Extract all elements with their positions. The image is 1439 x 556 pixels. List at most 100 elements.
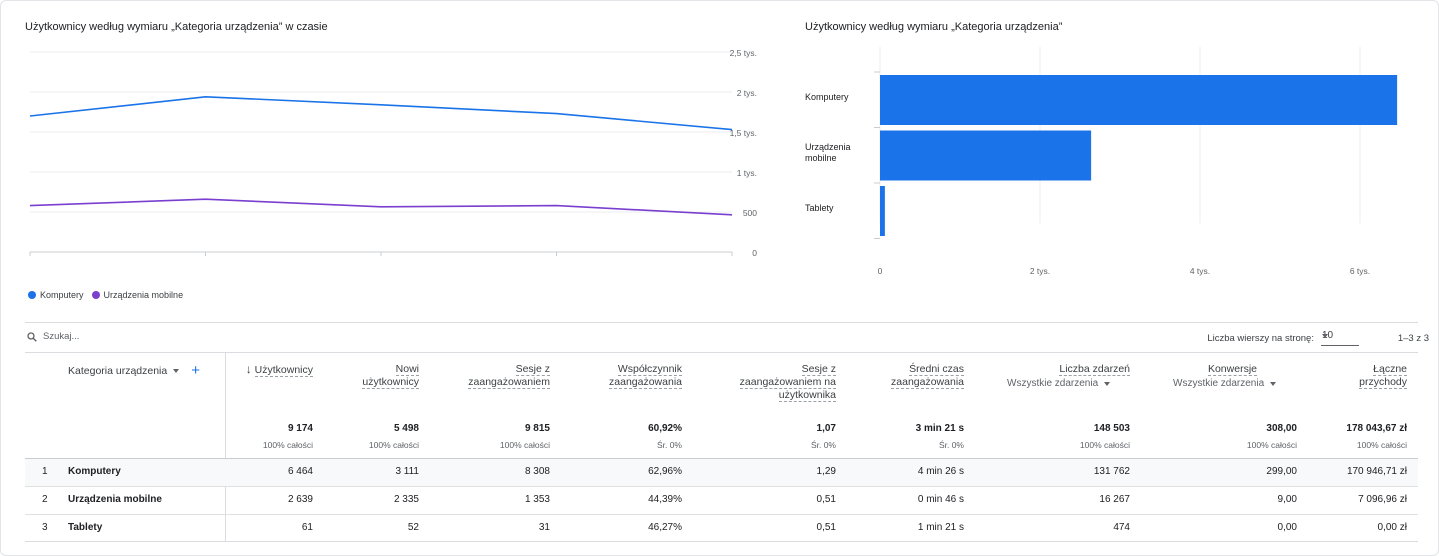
table-row[interactable]: 3 Tablety 61 52 31 46,27% 0,51 1 min 21 s 474 0,0… [25, 514, 1418, 542]
chevron-down-icon [1322, 334, 1328, 338]
column-total-share: Śr. 0% [810, 440, 836, 450]
x-tick-label: 2 tys. [1030, 266, 1050, 276]
col-header-label: Konwersje [1207, 363, 1257, 376]
column-total: 178 043,67 zł [1346, 423, 1407, 434]
metric-cell: 2 639 [287, 494, 313, 505]
col-header-konwersje[interactable]: Konwersje [1207, 363, 1257, 376]
metric-cell: 62,96% [648, 466, 682, 477]
column-total: 9 815 [524, 423, 550, 434]
metric-cell: 299,00 [1266, 466, 1297, 477]
metric-cell: 44,39% [648, 494, 682, 505]
column-divider [225, 352, 226, 542]
legend-dot-icon [28, 291, 36, 299]
metric-cell: 31 [538, 522, 550, 533]
line-chart[interactable]: 0 500 1 tys. 1,5 tys. 2 tys. 2,5 tys. [0, 40, 780, 270]
col-header-label: Użytkownicy [254, 364, 313, 377]
col-header-wspolczynnik-zaangazowania[interactable]: Współczynnik zaangażowania [609, 363, 682, 389]
column-total: 3 min 21 s [915, 423, 964, 434]
rows-per-page-label: Liczba wierszy na stronę: [1207, 333, 1314, 344]
column-total-share: 100% całości [1356, 440, 1407, 450]
table-row[interactable]: 1 Komputery 6 464 3 111 8 308 62,96% 1,29 4 min… [25, 458, 1418, 486]
metric-cell: 0,51 [816, 494, 836, 505]
row-dimension-value[interactable]: Urządzenia mobilne [68, 494, 162, 505]
col-header-sredni-czas-zaangazowania[interactable]: Średni czas zaangażowania [891, 363, 964, 389]
y-tick-label: 1 tys. [737, 168, 757, 178]
y-tick-label: 2,5 tys. [730, 48, 757, 58]
column-total-share: Śr. 0% [656, 440, 682, 450]
metric-cell: 52 [407, 522, 419, 533]
category-label: Tablety [805, 203, 834, 213]
line-chart-legend: Komputery Urządzenia mobilne [28, 290, 183, 300]
col-header-sesje-z-zaangazowaniem[interactable]: Sesje z zaangażowaniem [468, 363, 550, 389]
column-total-share: 100% całości [368, 440, 419, 450]
bar-chart-title: Użytkownicy według wymiaru „Kategoria ur… [805, 21, 1063, 33]
metric-cell: 61 [301, 522, 313, 533]
col-header-liczba-zdarzen[interactable]: Liczba zdarzeń [1059, 363, 1130, 376]
y-tick-label: 0 [752, 248, 757, 258]
col-header-uzytkownicy[interactable]: ↓ Użytkownicy [246, 363, 313, 377]
metric-cell: 0,00 [1277, 522, 1297, 533]
event-filter-label: Wszystkie zdarzenia [1173, 378, 1265, 389]
dimension-header[interactable]: Kategoria urządzenia + [68, 362, 200, 379]
column-total: 1,07 [816, 423, 836, 434]
legend-item-komputery[interactable]: Komputery [28, 290, 84, 300]
series-line-urządzenia-mobilne[interactable] [29, 198, 733, 216]
category-label: Komputery [805, 92, 849, 102]
row-dimension-value[interactable]: Tablety [68, 522, 103, 533]
dimension-header-label: Kategoria urządzenia [68, 365, 168, 377]
row-index: 3 [42, 522, 48, 533]
column-total: 60,92% [648, 423, 682, 434]
legend-dot-icon [91, 291, 100, 299]
metric-cell: 0 min 46 s [917, 494, 964, 505]
bar-urządzenia-mobilne[interactable] [880, 130, 1092, 181]
rows-per-page-select[interactable]: 10 [1321, 329, 1359, 346]
col-header-label: Średni czas [909, 363, 964, 376]
col-header-label: użytkownicy [362, 376, 419, 389]
metric-cell: 9,00 [1277, 494, 1297, 505]
bar-tablety[interactable] [880, 186, 885, 236]
col-header-nowi-uzytkownicy[interactable]: Nowi użytkownicy [362, 363, 419, 389]
event-filter-liczba-zdarzen[interactable]: Wszystkie zdarzenia [1007, 378, 1111, 389]
page-range: 1–3 z 3 [1397, 333, 1429, 344]
legend-label: Komputery [40, 290, 84, 300]
row-index: 1 [42, 466, 48, 477]
table-row[interactable]: 2 Urządzenia mobilne 2 639 2 335 1 353 44,39%… [25, 486, 1418, 514]
chevron-down-icon [173, 369, 180, 373]
col-header-label: zaangażowania [891, 376, 964, 389]
search-icon [27, 331, 37, 342]
y-tick-label: 1,5 tys. [730, 128, 757, 138]
metric-cell: 131 762 [1093, 466, 1130, 477]
col-header-laczne-przychody[interactable]: Łączne przychody [1359, 363, 1407, 389]
event-filter-konwersje[interactable]: Wszystkie zdarzenia [1173, 378, 1277, 389]
table-bottom-divider [25, 541, 1418, 542]
legend-label: Urządzenia mobilne [103, 290, 184, 300]
add-dimension-icon[interactable]: + [191, 362, 200, 379]
metric-cell: 1 min 21 s [917, 522, 964, 533]
x-tick-label: 6 tys. [1350, 266, 1370, 276]
metric-cell: 1,29 [816, 466, 836, 477]
col-header-label: Współczynnik [617, 363, 682, 376]
col-header-label: Liczba zdarzeń [1059, 363, 1130, 376]
metric-cell: 0,51 [816, 522, 836, 533]
column-total-share: 100% całości [262, 440, 313, 450]
metric-cell: 0,00 zł [1377, 522, 1407, 533]
bar-komputery[interactable] [880, 75, 1398, 125]
row-dimension-value[interactable]: Komputery [68, 466, 121, 477]
legend-item-urzadzenia-mobilne[interactable]: Urządzenia mobilne [91, 290, 184, 300]
chevron-down-icon [1104, 381, 1111, 386]
col-header-sesje-na-uzytkownika[interactable]: Sesje z zaangażowaniem na użytkownika [739, 363, 836, 402]
col-header-label: Łączne [1373, 363, 1407, 376]
metric-cell: 3 111 [395, 466, 419, 477]
metric-cell: 16 267 [1099, 494, 1130, 505]
search-box[interactable]: Szukaj... [27, 331, 79, 342]
col-header-label: zaangażowania [609, 376, 682, 389]
col-header-label: użytkownika [778, 389, 836, 402]
column-total: 148 503 [1093, 423, 1130, 434]
bar-chart[interactable]: 0 2 tys. 4 tys. 6 tys. Komputery Urządzenia mo… [790, 40, 1430, 290]
chevron-down-icon [1270, 381, 1277, 386]
col-header-label: zaangażowaniem na [739, 376, 836, 389]
col-header-label: Sesje z [801, 363, 836, 376]
search-input[interactable]: Szukaj... [43, 331, 80, 342]
series-line-komputery[interactable] [29, 95, 733, 131]
column-total: 308,00 [1266, 423, 1297, 434]
